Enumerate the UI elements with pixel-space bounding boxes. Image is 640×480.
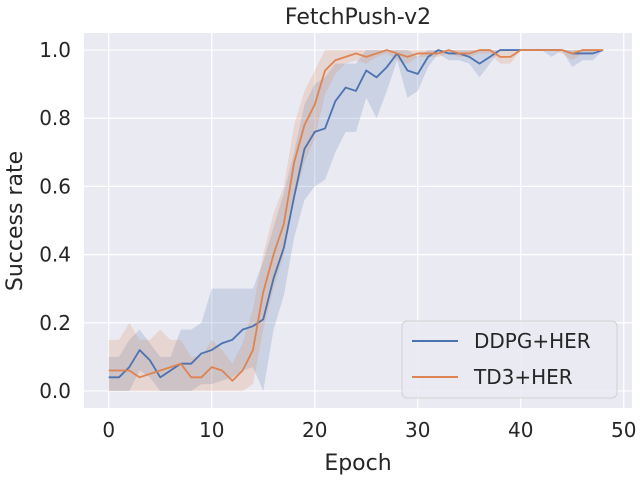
line-td3-her (108, 49, 604, 382)
y-tick-label: 1.0 (39, 38, 71, 62)
x-tick-label: 50 (611, 418, 636, 442)
y-tick-label: 0.2 (39, 311, 71, 335)
legend-label-td3-her: TD3+HER (473, 365, 573, 389)
y-tick-label: 0.0 (39, 379, 71, 403)
legend-label-ddpg-her: DDPG+HER (474, 329, 591, 353)
chart-title: FetchPush-v2 (285, 5, 431, 30)
y-tick-label: 0.6 (39, 174, 71, 198)
y-tick-label: 0.8 (39, 106, 71, 130)
y-tick-labels: 0.0 0.2 0.4 0.6 0.8 1.0 (39, 38, 71, 403)
x-axis-title: Epoch (324, 451, 391, 476)
confidence-bands (108, 50, 604, 391)
x-tick-label: 30 (405, 418, 430, 442)
x-tick-label: 20 (302, 418, 327, 442)
x-tick-labels: 0 10 20 30 40 50 (102, 418, 636, 442)
grid (84, 33, 632, 408)
legend: DDPG+HER TD3+HER (401, 320, 618, 399)
band-ddpg-her (108, 50, 604, 391)
band-td3-her (108, 50, 604, 391)
x-tick-label: 0 (102, 418, 115, 442)
y-tick-label: 0.4 (39, 243, 71, 267)
x-tick-label: 10 (199, 418, 224, 442)
series-lines (108, 49, 604, 382)
y-axis-title: Success rate (3, 151, 28, 291)
x-tick-label: 40 (508, 418, 533, 442)
